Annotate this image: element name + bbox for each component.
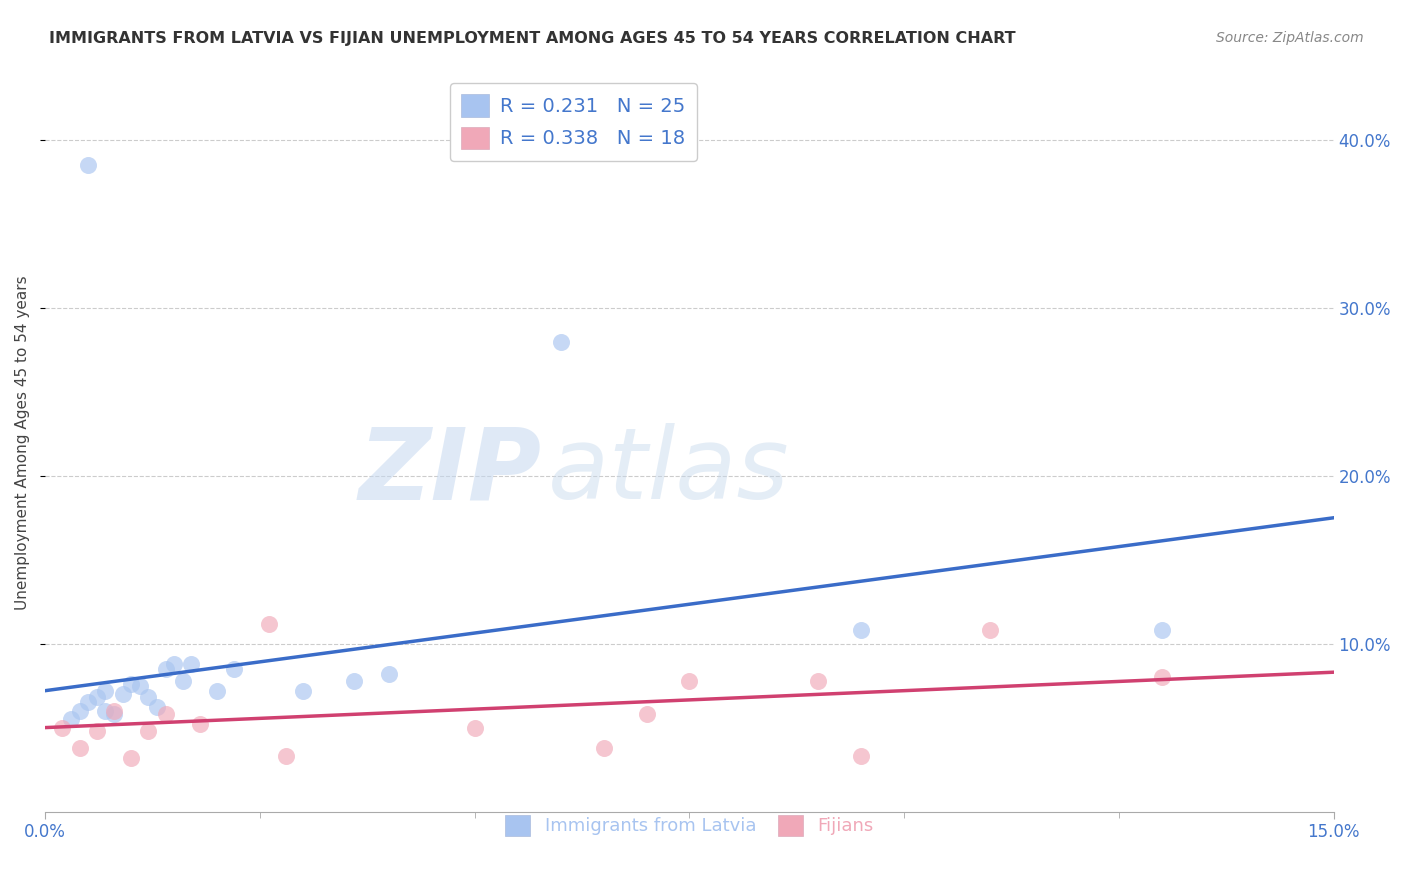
Point (188, 717, 211, 731)
Point (378, 666, 401, 681)
Point (138, 723, 160, 738)
Point (979, 624, 1001, 638)
Point (257, 616, 280, 631)
Point (163, 657, 186, 671)
Point (120, 751, 142, 765)
Point (138, 690, 160, 705)
Point (69, 704, 91, 718)
Point (343, 673, 366, 688)
Point (1150, 670, 1173, 684)
Text: ZIP: ZIP (359, 424, 541, 520)
Point (103, 707, 125, 722)
Point (77, 695, 100, 709)
Point (636, 707, 658, 722)
Point (69, 740, 91, 755)
Point (807, 673, 830, 688)
Point (94, 683, 117, 698)
Point (51, 721, 73, 735)
Point (86, 723, 108, 738)
Point (592, 740, 614, 755)
Point (86, 690, 108, 705)
Point (103, 704, 125, 718)
Point (274, 749, 297, 764)
Point (678, 673, 700, 688)
Text: IMMIGRANTS FROM LATVIA VS FIJIAN UNEMPLOYMENT AMONG AGES 45 TO 54 YEARS CORRELAT: IMMIGRANTS FROM LATVIA VS FIJIAN UNEMPLO… (49, 31, 1015, 46)
Point (94, 704, 117, 718)
Text: Source: ZipAtlas.com: Source: ZipAtlas.com (1216, 31, 1364, 45)
Point (60, 712, 83, 726)
Point (172, 673, 194, 688)
Point (146, 700, 169, 714)
Point (155, 662, 177, 676)
Text: atlas: atlas (548, 424, 789, 520)
Point (851, 749, 873, 764)
Point (180, 657, 202, 671)
Point (464, 721, 486, 735)
Point (77, 158, 100, 172)
Y-axis label: Unemployment Among Ages 45 to 54 years: Unemployment Among Ages 45 to 54 years (15, 275, 30, 609)
Point (291, 683, 314, 698)
Point (128, 679, 150, 693)
Point (851, 624, 873, 638)
Point (550, 334, 572, 349)
Point (224, 662, 246, 676)
Point (120, 677, 142, 691)
Point (111, 687, 134, 701)
Legend: Immigrants from Latvia, Fijians: Immigrants from Latvia, Fijians (498, 808, 882, 843)
Point (205, 683, 228, 698)
Point (155, 707, 177, 722)
Point (1150, 624, 1173, 638)
